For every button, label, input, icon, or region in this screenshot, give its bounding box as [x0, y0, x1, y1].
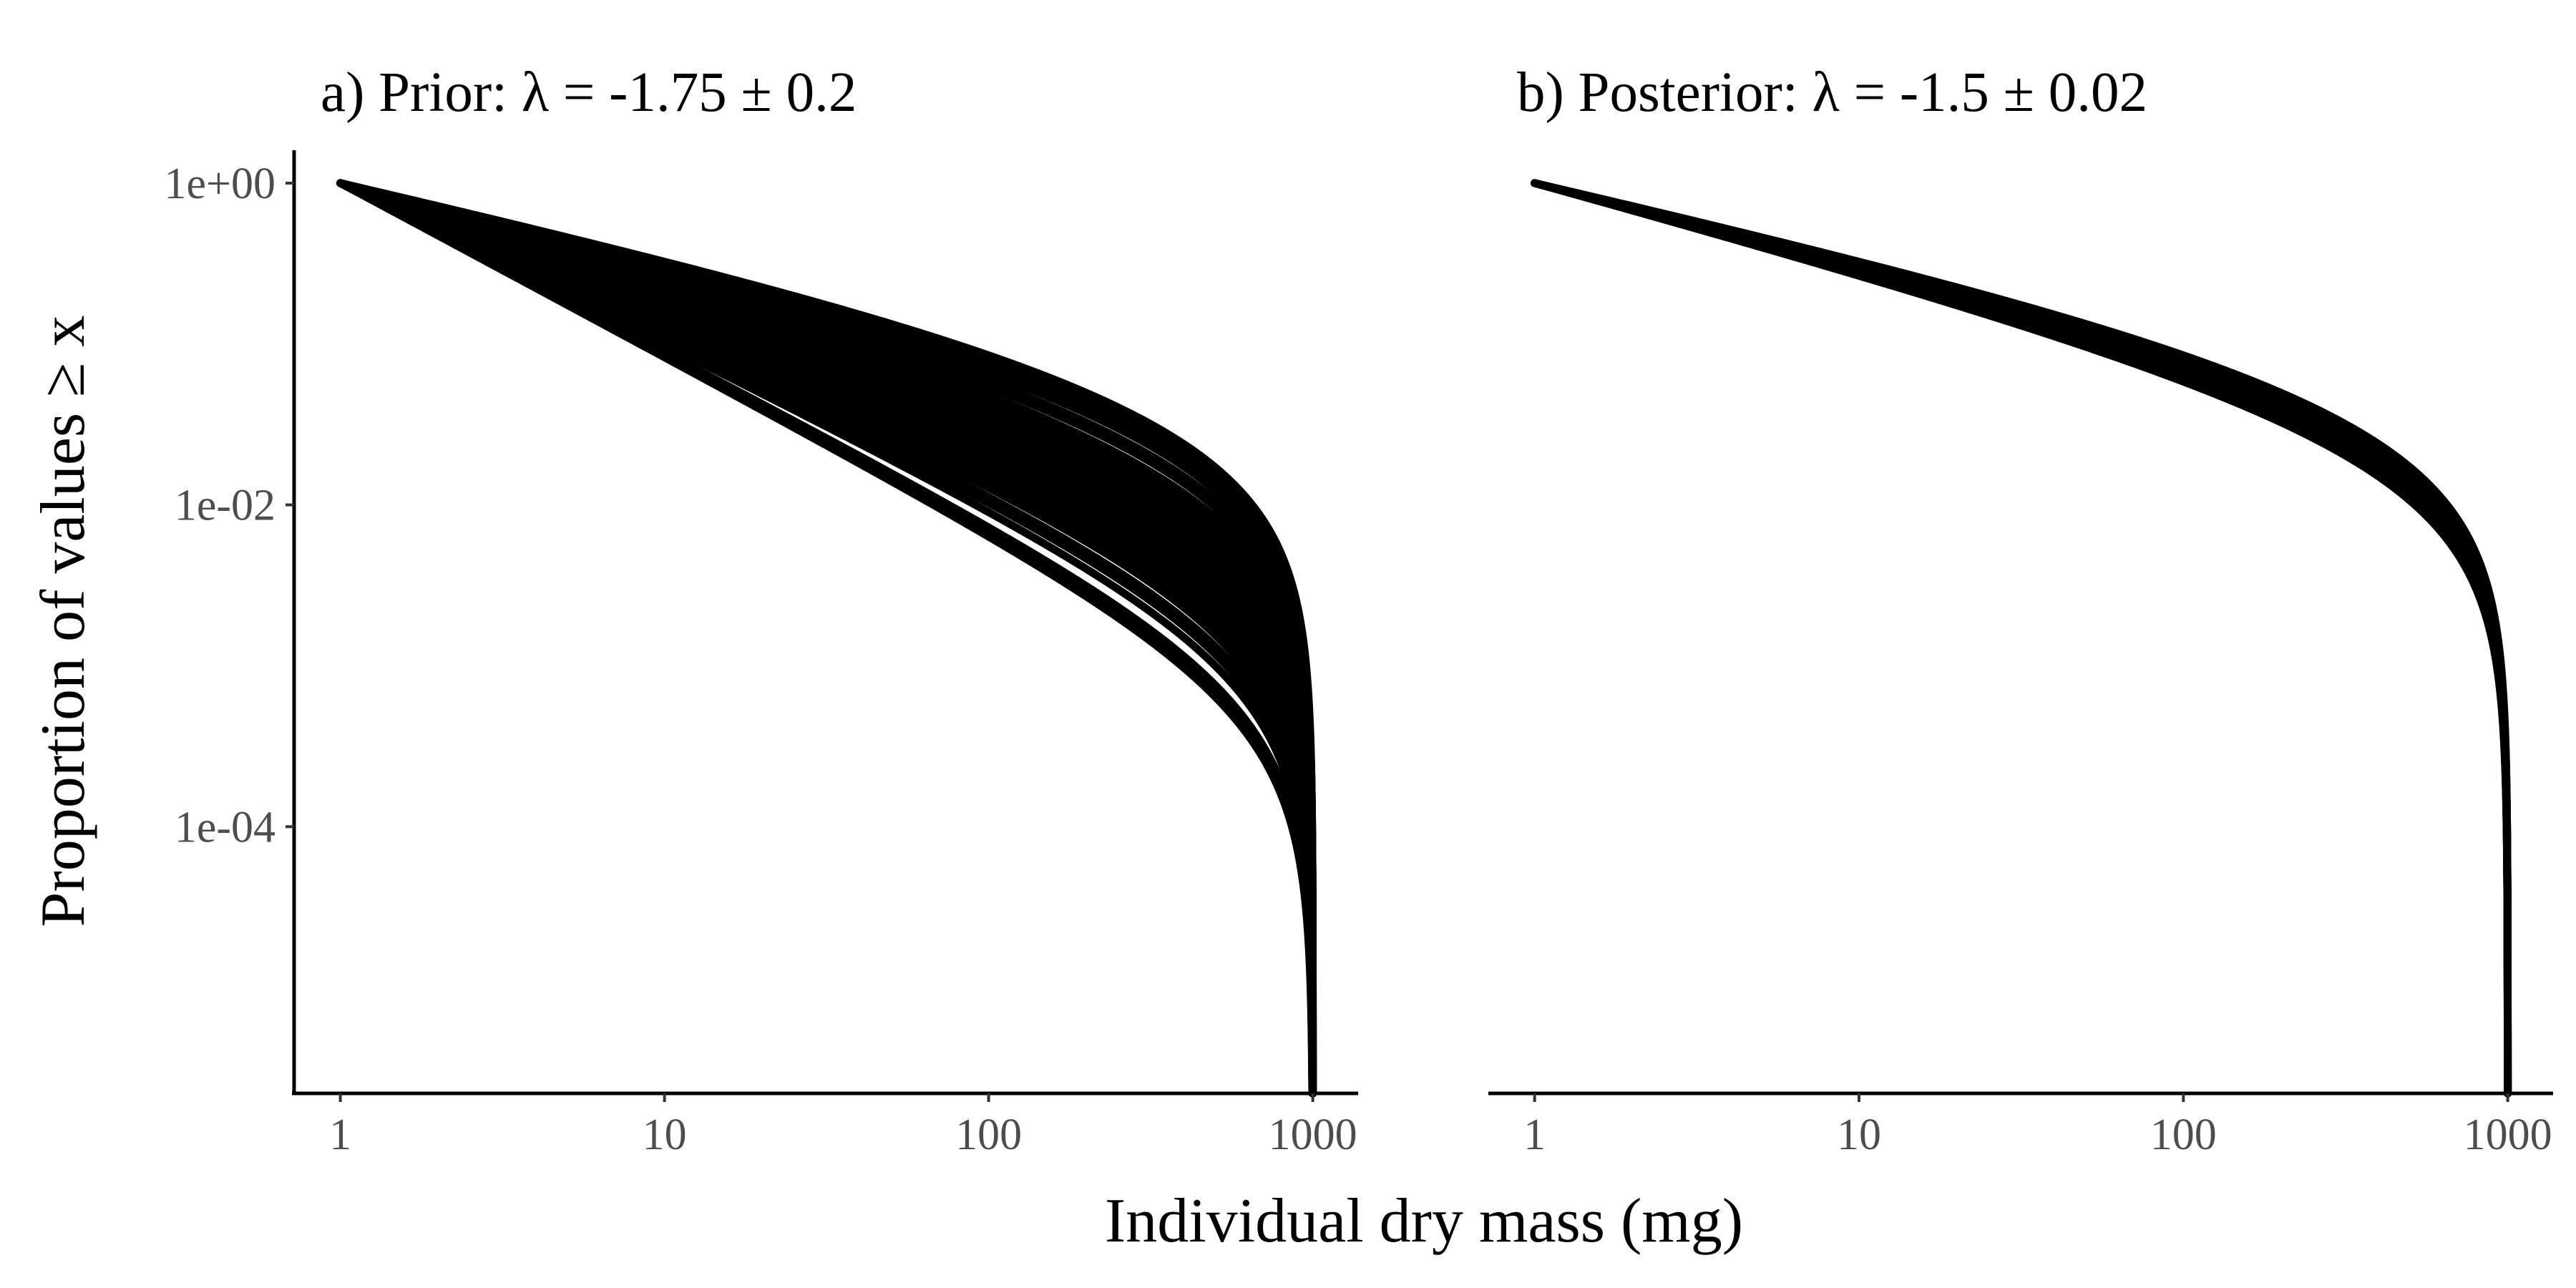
- curves-posterior: [1531, 179, 2512, 1098]
- x-tick-label: 10: [1837, 1111, 1881, 1159]
- posterior-curve-4: [1531, 179, 2512, 1098]
- y-tick-label: 1e+00: [165, 160, 275, 208]
- y-axis-title: Proportion of values ≥ x: [29, 316, 98, 927]
- prior-curve-41: [336, 179, 1317, 1098]
- x-ticks-prior: 1 10 100 1000: [329, 1093, 1357, 1159]
- panel-prior: a) Prior: λ = -1.75 ± 0.2 1e+00 1e-02 1e-0…: [165, 62, 1358, 1159]
- y-tick-label: 1e-04: [175, 803, 275, 852]
- panel-posterior: b) Posterior: λ = -1.5 ± 0.02 1 10 100 1000: [1488, 62, 2553, 1159]
- x-ticks-posterior: 1 10 100 1000: [1523, 1093, 2552, 1159]
- x-tick-label: 1: [329, 1111, 351, 1159]
- curves-prior: [336, 179, 1317, 1098]
- x-tick-label: 100: [2150, 1111, 2217, 1159]
- x-tick-label: 1000: [2464, 1111, 2552, 1159]
- panel-title-posterior: b) Posterior: λ = -1.5 ± 0.02: [1517, 62, 2147, 124]
- panel-title-prior: a) Prior: λ = -1.75 ± 0.2: [321, 62, 857, 124]
- x-tick-label: 1: [1523, 1111, 1546, 1159]
- x-axis-title: Individual dry mass (mg): [1105, 1186, 1743, 1256]
- y-tick-label: 1e-02: [175, 482, 275, 530]
- x-tick-label: 10: [643, 1111, 687, 1159]
- y-ticks: 1e+00 1e-02 1e-04: [165, 160, 294, 852]
- x-tick-label: 1000: [1269, 1111, 1357, 1159]
- posterior-curve-10: [1531, 179, 2512, 1098]
- x-tick-label: 100: [955, 1111, 1022, 1159]
